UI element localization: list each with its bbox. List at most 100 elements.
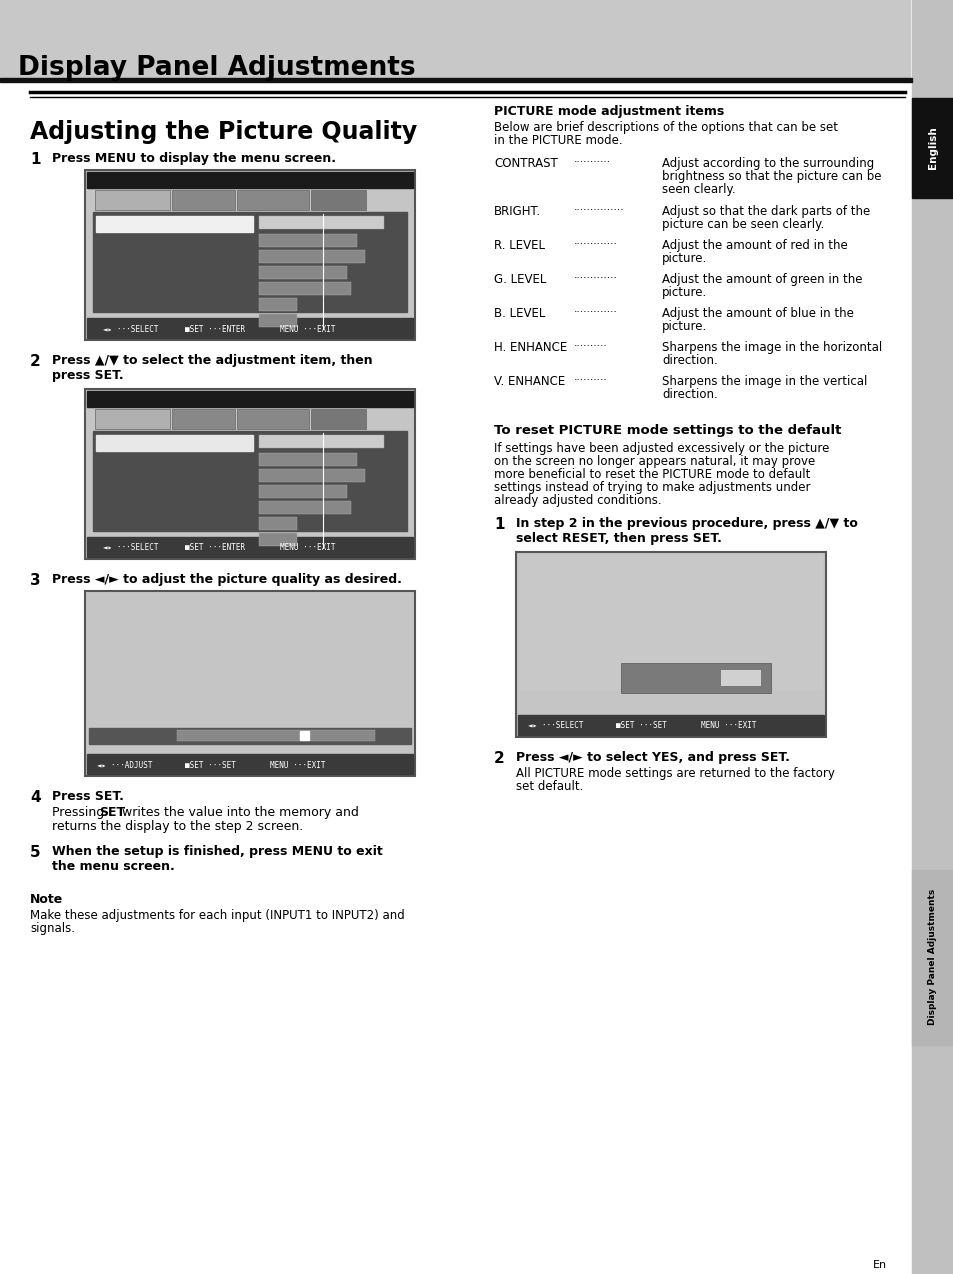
Text: MENU ···EXIT: MENU ···EXIT — [700, 721, 756, 730]
Bar — [87, 391, 413, 406]
Bar — [172, 190, 234, 210]
Bar — [177, 730, 375, 741]
Text: Below are brief descriptions of the options that can be set: Below are brief descriptions of the opti… — [494, 121, 837, 134]
Bar — [259, 313, 297, 327]
Text: ·············: ············· — [574, 240, 618, 248]
Text: seen clearly.: seen clearly. — [661, 183, 735, 196]
Text: V. ENHANCE: V. ENHANCE — [494, 375, 565, 389]
Text: Sharpens the image in the horizontal: Sharpens the image in the horizontal — [661, 341, 882, 354]
Bar — [259, 485, 347, 498]
Text: MENU ···EXIT: MENU ···EXIT — [270, 761, 325, 769]
Text: brightness so that the picture can be: brightness so that the picture can be — [661, 169, 881, 183]
Text: Adjust the amount of blue in the: Adjust the amount of blue in the — [661, 307, 853, 320]
Text: select RESET, then press SET.: select RESET, then press SET. — [516, 533, 721, 545]
Text: MENU ···EXIT: MENU ···EXIT — [280, 325, 335, 334]
Text: direction.: direction. — [661, 354, 717, 367]
Bar — [87, 318, 413, 338]
Text: ··········: ·········· — [574, 375, 607, 385]
Bar — [236, 190, 309, 210]
Bar — [87, 172, 413, 189]
Text: Make these adjustments for each input (INPUT1 to INPUT2) and: Make these adjustments for each input (I… — [30, 910, 404, 922]
Bar — [259, 217, 383, 229]
Bar — [0, 78, 911, 82]
Bar — [911, 0, 953, 1274]
Text: All PICTURE mode settings are returned to the factory: All PICTURE mode settings are returned t… — [516, 767, 834, 780]
Bar — [0, 0, 909, 80]
Bar — [95, 190, 170, 210]
Text: 5: 5 — [30, 845, 41, 860]
Text: Adjust according to the surrounding: Adjust according to the surrounding — [661, 157, 873, 169]
Text: 3: 3 — [30, 573, 41, 589]
Bar — [89, 595, 411, 727]
Bar — [259, 282, 351, 296]
Text: ···············: ··············· — [574, 205, 624, 215]
Bar — [89, 727, 411, 744]
Bar — [516, 552, 825, 736]
Text: En: En — [872, 1260, 886, 1270]
Bar — [172, 409, 234, 429]
Text: picture.: picture. — [661, 252, 706, 265]
Text: SET: SET — [99, 806, 125, 819]
Text: Press ▲/▼ to select the adjustment item, then: Press ▲/▼ to select the adjustment item,… — [52, 354, 373, 367]
Text: H. ENHANCE: H. ENHANCE — [494, 341, 567, 354]
Text: in the PICTURE mode.: in the PICTURE mode. — [494, 134, 622, 147]
Bar — [517, 715, 823, 735]
Text: direction.: direction. — [661, 389, 717, 401]
Text: Display Panel Adjustments: Display Panel Adjustments — [927, 889, 937, 1026]
Bar — [92, 211, 407, 312]
Bar — [911, 98, 953, 197]
Text: ◄▸ ···ADJUST: ◄▸ ···ADJUST — [97, 761, 152, 769]
Bar — [620, 662, 770, 693]
Text: Adjust the amount of red in the: Adjust the amount of red in the — [661, 240, 847, 252]
Bar — [96, 217, 253, 232]
Text: If settings have been adjusted excessively or the picture: If settings have been adjusted excessive… — [494, 442, 828, 455]
Bar — [92, 431, 407, 531]
Text: ■SET ···SET: ■SET ···SET — [616, 721, 666, 730]
Text: BRIGHT.: BRIGHT. — [494, 205, 540, 218]
Text: English: English — [927, 126, 937, 169]
Text: PICTURE mode adjustment items: PICTURE mode adjustment items — [494, 104, 723, 118]
Bar — [259, 454, 356, 466]
Bar — [87, 754, 413, 775]
Text: ·············: ············· — [574, 307, 618, 317]
Text: Press MENU to display the menu screen.: Press MENU to display the menu screen. — [52, 152, 335, 166]
Bar — [259, 469, 364, 482]
Text: ··········: ·········· — [574, 341, 607, 352]
Text: set default.: set default. — [516, 780, 583, 792]
Bar — [259, 501, 351, 513]
Text: 4: 4 — [30, 790, 41, 805]
Text: When the setup is finished, press MENU to exit: When the setup is finished, press MENU t… — [52, 845, 382, 857]
Bar — [85, 389, 415, 559]
Bar — [911, 870, 953, 1045]
Bar — [259, 533, 297, 547]
Text: G. LEVEL: G. LEVEL — [494, 273, 546, 285]
Bar — [300, 731, 309, 740]
Text: Adjusting the Picture Quality: Adjusting the Picture Quality — [30, 120, 416, 144]
Text: Display Panel Adjustments: Display Panel Adjustments — [18, 55, 416, 82]
Text: Note: Note — [30, 893, 63, 906]
Text: more beneficial to reset the PICTURE mode to default: more beneficial to reset the PICTURE mod… — [494, 468, 809, 482]
Text: Adjust so that the dark parts of the: Adjust so that the dark parts of the — [661, 205, 869, 218]
Text: returns the display to the step 2 screen.: returns the display to the step 2 screen… — [52, 820, 303, 833]
Text: 2: 2 — [494, 750, 504, 766]
Text: B. LEVEL: B. LEVEL — [494, 307, 545, 320]
Bar — [259, 434, 383, 448]
Text: 2: 2 — [30, 354, 41, 369]
Text: 1: 1 — [494, 517, 504, 533]
Text: the menu screen.: the menu screen. — [52, 860, 174, 873]
Text: Press ◄/► to adjust the picture quality as desired.: Press ◄/► to adjust the picture quality … — [52, 573, 401, 586]
Text: settings instead of trying to make adjustments under: settings instead of trying to make adjus… — [494, 482, 810, 494]
Text: CONTRAST: CONTRAST — [494, 157, 558, 169]
Bar — [259, 517, 297, 530]
Bar — [311, 409, 366, 429]
Text: Pressing: Pressing — [52, 806, 108, 819]
Bar — [259, 266, 347, 279]
Text: writes the value into the memory and: writes the value into the memory and — [118, 806, 358, 819]
Text: already adjusted conditions.: already adjusted conditions. — [494, 494, 661, 507]
Text: Sharpens the image in the vertical: Sharpens the image in the vertical — [661, 375, 866, 389]
Bar — [720, 670, 760, 685]
Text: Press SET.: Press SET. — [52, 790, 124, 803]
Text: MENU ···EXIT: MENU ···EXIT — [280, 544, 335, 553]
Text: press SET.: press SET. — [52, 369, 124, 382]
Text: 1: 1 — [30, 152, 40, 167]
